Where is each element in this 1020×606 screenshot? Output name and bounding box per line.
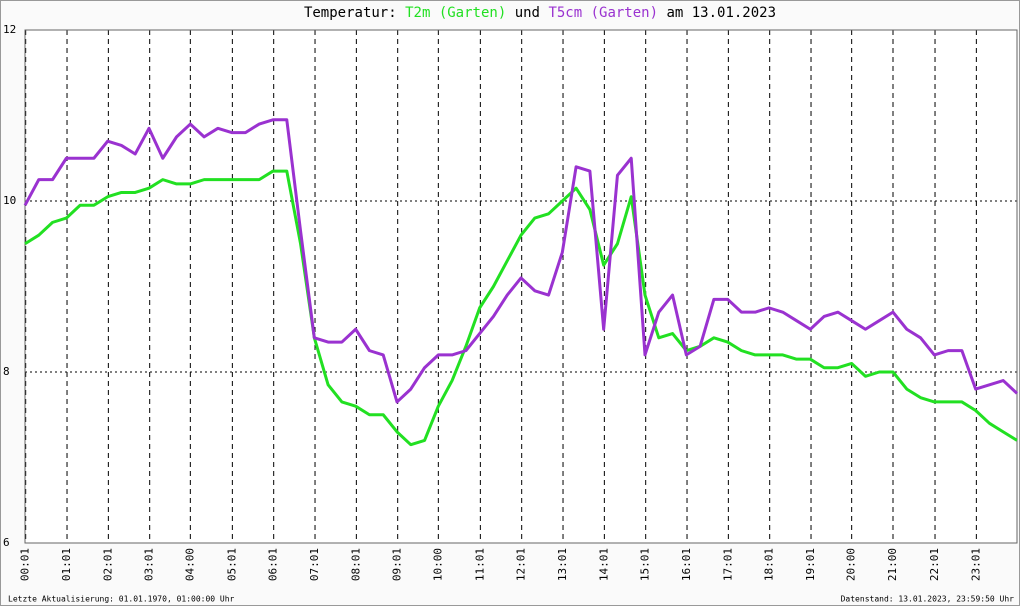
x-tick-label: 12:01 (515, 548, 528, 581)
y-tick-label: 10 (3, 194, 16, 207)
title-suffix: am 13.01.2023 (666, 5, 776, 21)
x-tick-label: 08:01 (349, 548, 362, 581)
legend-entry: T5cm (Garten) (548, 5, 658, 21)
x-tick-label: 17:01 (721, 548, 734, 581)
x-tick-label: 02:01 (101, 548, 114, 581)
x-tick-label: 23:01 (969, 548, 982, 581)
x-tick-label: 19:01 (804, 548, 817, 581)
x-tick-label: 13:01 (556, 548, 569, 581)
y-tick-label: 8 (3, 365, 10, 378)
legend-entry: T2m (Garten) (405, 5, 506, 21)
footer-left: Letzte Aktualisierung: 01.01.1970, 01:00… (8, 595, 235, 604)
x-tick-label: 07:01 (308, 548, 321, 581)
y-tick-label: 12 (3, 23, 16, 36)
x-tick-label: 20:00 (845, 548, 858, 581)
chart-title: Temperatur: T2m (Garten) und T5cm (Garte… (304, 5, 776, 21)
x-tick-label: 18:01 (763, 548, 776, 581)
x-tick-label: 03:01 (143, 548, 156, 581)
title-prefix: Temperatur: (304, 5, 397, 21)
plot-border (24, 29, 1018, 544)
x-tick-label: 15:01 (639, 548, 652, 581)
x-tick-label: 06:01 (267, 548, 280, 581)
title-joiner: und (515, 5, 540, 21)
x-tick-label: 01:01 (60, 548, 73, 581)
x-tick-label: 04:00 (183, 548, 196, 581)
x-tick-label: 22:01 (928, 548, 941, 581)
x-tick-label: 21:00 (886, 548, 899, 581)
x-tick-label: 05:01 (225, 548, 238, 581)
x-tick-label: 00:01 (19, 548, 32, 581)
x-tick-label: 09:01 (391, 548, 404, 581)
footer-right: Datenstand: 13.01.2023, 23:59:50 Uhr (841, 595, 1015, 604)
y-tick-label: 6 (3, 536, 10, 549)
x-tick-label: 16:01 (680, 548, 693, 581)
series-line (23, 118, 1019, 404)
x-tick-label: 14:01 (597, 548, 610, 581)
series-line (24, 169, 1018, 447)
plot-area (25, 30, 1017, 543)
x-tick-label: 10:00 (431, 548, 444, 581)
x-tick-label: 11:01 (473, 548, 486, 581)
